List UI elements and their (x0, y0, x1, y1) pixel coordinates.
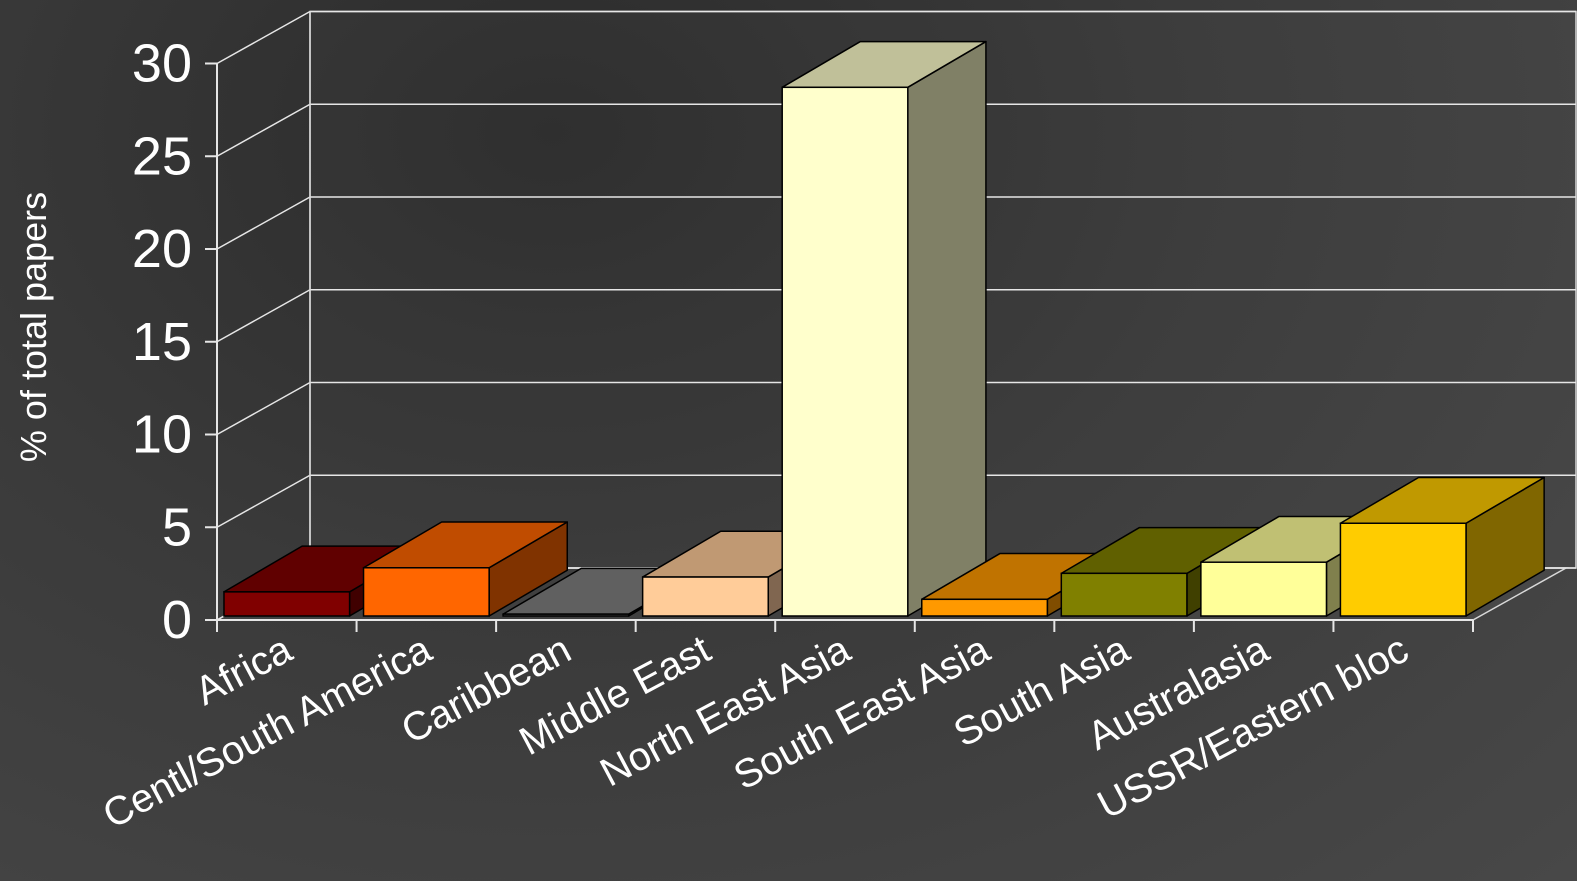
bar-front (1060, 572, 1188, 617)
axes (205, 11, 1474, 632)
y-axis-title: % of total papers (13, 192, 54, 462)
y-tick-label: 10 (132, 405, 192, 465)
y-tick-label: 15 (132, 312, 192, 372)
bar-front (1200, 561, 1328, 617)
gridline-side (216, 381, 311, 436)
gridline-side (216, 474, 311, 528)
bar-front (362, 567, 490, 617)
y-tick-labels: 0 5 10 15 20 25 30 (132, 34, 192, 651)
y-tick-label: 5 (162, 497, 192, 557)
bar-ussr-eastern-bloc (1339, 476, 1545, 617)
bar-centl-south-america (362, 521, 569, 617)
y-tick-label: 30 (132, 34, 192, 94)
gridline-side (216, 289, 311, 343)
bars (223, 40, 1545, 617)
y-tick-label: 0 (162, 590, 192, 650)
bar-front (921, 598, 1049, 617)
bar-front (1339, 522, 1467, 617)
bar-side (907, 40, 987, 617)
bar-front (223, 591, 351, 617)
y-tick-label: 20 (132, 219, 192, 279)
gridline-side (216, 10, 311, 65)
bar-front (781, 86, 909, 617)
gridline-side (216, 196, 311, 250)
bar-north-east-asia (781, 40, 987, 617)
y-tick-label: 25 (132, 126, 192, 186)
gridline-side (216, 103, 311, 157)
bar-front (641, 576, 769, 617)
bar-front (502, 613, 630, 617)
